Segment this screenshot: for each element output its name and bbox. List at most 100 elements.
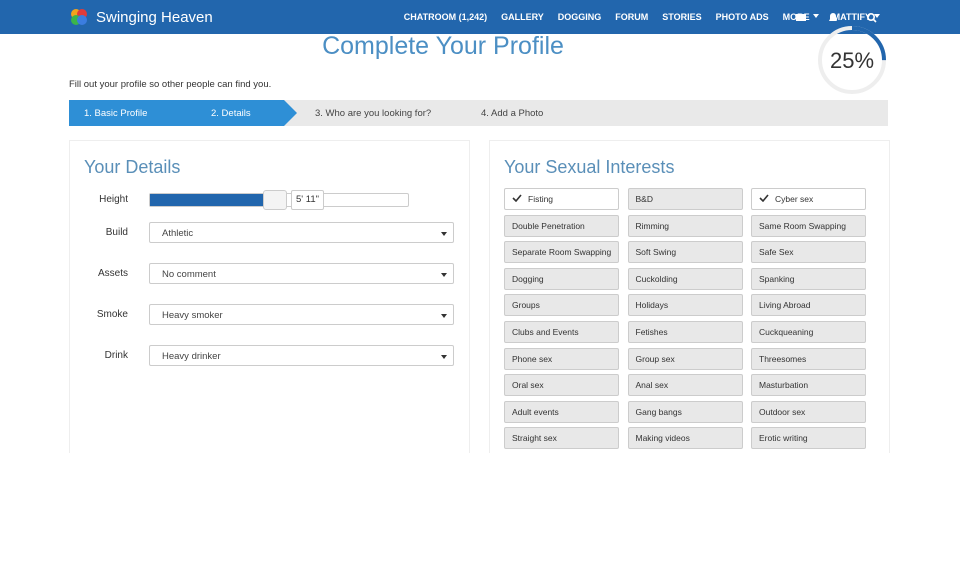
interest-chip[interactable]: Oral sex xyxy=(504,374,619,397)
select[interactable]: Athletic xyxy=(149,222,454,243)
chip-label: Clubs and Events xyxy=(512,327,579,337)
chip-label: Living Abroad xyxy=(759,300,811,311)
chip-label: Making videos xyxy=(635,433,690,444)
chip-label: Soft Swing xyxy=(635,247,677,258)
chip-label: Fetishes xyxy=(635,327,668,337)
nav-item[interactable]: GALLERY xyxy=(501,12,544,22)
interest-chip[interactable]: Groups xyxy=(504,294,619,317)
check-icon xyxy=(512,194,522,203)
panel-title: Your Sexual Interests xyxy=(504,157,675,177)
slider-value: 5' 11" xyxy=(291,190,324,210)
interest-chip[interactable]: Outdoor sex xyxy=(751,400,866,423)
ring-progress xyxy=(818,26,886,94)
interest-chip[interactable]: Clubs and Events xyxy=(504,321,619,343)
nav-item[interactable]: MATTIFY xyxy=(833,12,880,22)
steps-progress xyxy=(69,100,297,126)
progress-label: 25% xyxy=(830,48,874,73)
header: Swinging Heaven CHATROOM (1,242) GALLERY D… xyxy=(0,0,960,34)
panel-title: Your Details xyxy=(84,157,181,177)
interest-chip[interactable]: Threesomes xyxy=(751,347,866,370)
chip-label: Double Penetration xyxy=(512,220,585,231)
chip-label: Holidays xyxy=(635,300,669,311)
chip-label: Groups xyxy=(512,300,540,311)
interest-chip[interactable]: Anal sex xyxy=(627,374,743,397)
step[interactable]: 1. Basic Profile xyxy=(84,108,148,119)
search-icon[interactable] xyxy=(867,12,876,22)
interest-chip[interactable]: Spanking xyxy=(751,267,866,290)
interest-chip[interactable]: Holidays xyxy=(627,294,743,317)
interest-chip[interactable]: Adult events xyxy=(504,400,619,423)
chip-label: Separate Room Swapping xyxy=(512,247,612,258)
interest-chip[interactable]: Group sex xyxy=(627,347,743,370)
chip-label: Rimming xyxy=(635,220,670,231)
select[interactable]: Heavy drinker xyxy=(149,345,454,366)
interest-chip[interactable]: Phone sex xyxy=(504,347,619,370)
field-label: Height xyxy=(99,194,128,205)
slider-handle[interactable] xyxy=(263,190,287,210)
details-panel: Your Details Height 5' 11" Build Athletic… xyxy=(69,140,470,453)
interest-chip[interactable]: Making videos xyxy=(627,427,743,450)
chip-label: Fisting xyxy=(528,194,554,204)
interest-chip[interactable]: Rimming xyxy=(627,214,743,237)
nav-item[interactable]: CHATROOM (1,242) xyxy=(403,12,488,22)
chip-label: Straight sex xyxy=(512,433,557,444)
bell-icon[interactable] xyxy=(829,13,837,21)
interest-chip[interactable]: Soft Swing xyxy=(627,241,743,264)
select[interactable]: Heavy smoker xyxy=(149,304,454,325)
interest-chip[interactable]: Separate Room Swapping xyxy=(504,241,619,264)
nav-item[interactable]: DOGGING xyxy=(557,12,602,22)
interest-chip[interactable]: Fisting xyxy=(504,188,619,210)
interest-chip[interactable]: Double Penetration xyxy=(504,214,619,237)
progress-ring: 25% xyxy=(818,26,886,94)
field-label: Drink xyxy=(104,350,128,361)
chip-label: Cuckqueaning xyxy=(759,327,814,337)
interest-chip[interactable]: Gang bangs xyxy=(627,400,743,423)
interest-chip[interactable]: Cyber sex xyxy=(751,188,866,210)
interest-chip[interactable]: Fetishes xyxy=(627,321,743,343)
interest-chip[interactable]: Straight sex xyxy=(504,427,619,450)
interest-chip[interactable]: Safe Sex xyxy=(751,241,866,264)
chip-label: Threesomes xyxy=(759,353,807,364)
step[interactable]: 4. Add a Photo xyxy=(481,108,544,119)
chip-label: Spanking xyxy=(759,273,795,284)
nav-icons xyxy=(796,12,877,23)
field-label: Assets xyxy=(97,268,128,279)
interest-chip[interactable]: Cuckqueaning xyxy=(751,321,866,343)
height-slider[interactable]: 5' 11" xyxy=(149,190,409,210)
nav-item[interactable]: PHOTO ADS xyxy=(715,12,769,22)
chip-label: Cyber sex xyxy=(775,194,814,204)
step[interactable]: 3. Who are you looking for? xyxy=(315,108,432,119)
chip-label: Dogging xyxy=(512,273,544,284)
logo[interactable]: Swinging Heaven xyxy=(96,9,213,26)
nav-item[interactable]: STORIES xyxy=(662,12,702,22)
chip-label: Gang bangs xyxy=(635,406,682,417)
interest-chip[interactable]: Dogging xyxy=(504,267,619,290)
chip-label: Masturbation xyxy=(759,380,809,391)
interest-chip[interactable]: Same Room Swapping xyxy=(751,214,866,237)
chip-label: Group sex xyxy=(635,353,675,364)
interest-chip[interactable]: Living Abroad xyxy=(751,294,866,317)
interests-panel: Your Sexual Interests Fisting B&D Cyber se… xyxy=(489,140,890,453)
check-icon xyxy=(759,194,769,203)
chip-label: Safe Sex xyxy=(759,247,794,258)
chip-label: Phone sex xyxy=(512,353,553,364)
interest-chip[interactable]: Erotic writing xyxy=(751,427,866,450)
steps-bar: 1. Basic Profile 2. Details 3. Who are you… xyxy=(69,100,888,126)
interest-chip[interactable]: Cuckolding xyxy=(627,267,743,290)
select[interactable]: No comment xyxy=(149,263,454,284)
chip-label: Oral sex xyxy=(512,380,544,391)
page-title: Complete Your Profile xyxy=(322,32,564,60)
step[interactable]: 2. Details xyxy=(211,108,251,119)
chip-label: Erotic writing xyxy=(759,433,808,444)
field-label: Smoke xyxy=(96,309,128,320)
chip-label: Same Room Swapping xyxy=(759,220,846,231)
interest-chip[interactable]: Masturbation xyxy=(751,374,866,397)
chip-label: Adult events xyxy=(512,406,559,417)
chip-label: B&D xyxy=(635,194,653,204)
interest-chip[interactable]: B&D xyxy=(627,188,743,210)
field-label: Build xyxy=(105,227,128,238)
chip-label: Anal sex xyxy=(635,380,669,391)
nav-item[interactable]: FORUM xyxy=(615,12,649,22)
mail-icon[interactable] xyxy=(796,14,806,21)
